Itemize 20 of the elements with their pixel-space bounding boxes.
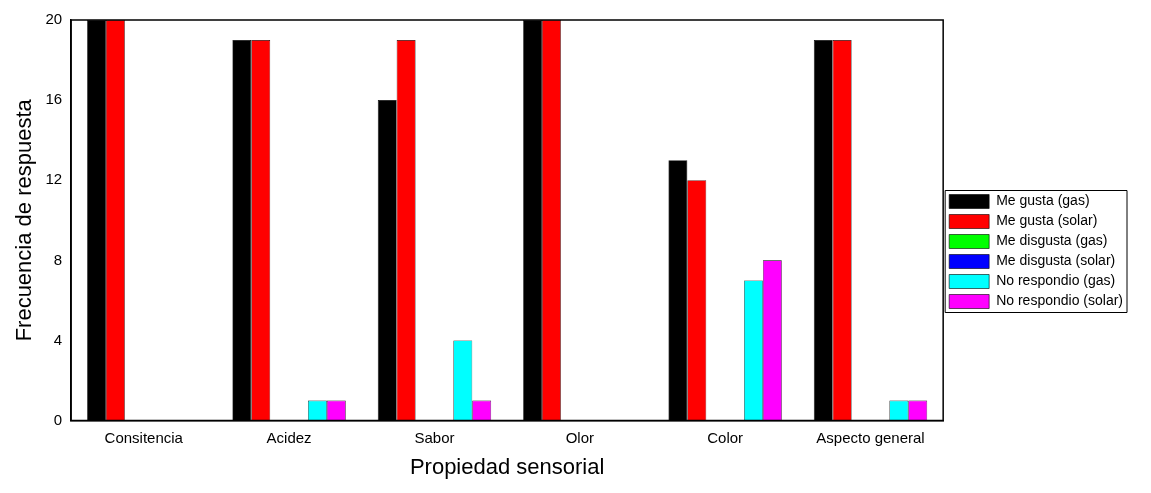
x-tick-label: Olor [565, 428, 594, 446]
x-tick-label: Acidez [266, 428, 312, 446]
x-tick-label: Consitencia [104, 428, 184, 446]
y-tick-label: 16 [45, 90, 63, 108]
x-axis-title: Propiedad sensorial [409, 453, 605, 479]
y-tick-label: 20 [45, 10, 63, 28]
legend-label: Me disgusta (solar) [996, 252, 1116, 269]
y-tick-label: 8 [53, 250, 63, 268]
y-tick-label: 12 [45, 170, 63, 188]
y-axis-title: Frecuencia de respuesta [11, 98, 37, 342]
x-tick-label: Color [707, 428, 744, 446]
y-tick-label: 0 [53, 410, 63, 428]
legend-label: Me gusta (solar) [996, 212, 1098, 229]
legend-label: No respondio (solar) [996, 292, 1124, 309]
legend-label: Me gusta (gas) [996, 192, 1090, 209]
legend-label: Me disgusta (gas) [996, 232, 1108, 249]
y-tick-label: 4 [53, 330, 63, 348]
x-tick-label: Aspecto general [816, 428, 925, 446]
legend-label: No respondio (gas) [996, 272, 1116, 289]
x-tick-label: Sabor [414, 428, 455, 446]
